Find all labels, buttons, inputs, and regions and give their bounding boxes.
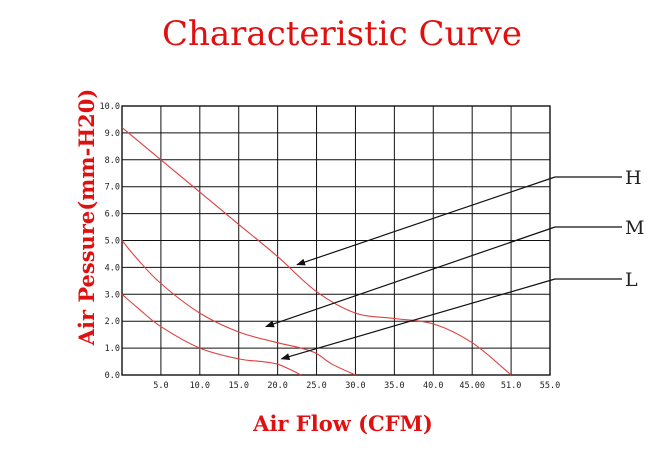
y-tick-label: 10.0: [100, 102, 120, 112]
y-tick-label: 4.0: [105, 263, 120, 273]
x-tick-label: 35.0: [384, 381, 404, 391]
y-tick-label: 3.0: [105, 290, 120, 300]
grid: [122, 105, 551, 376]
y-tick-label: 5.0: [105, 237, 120, 247]
y-tick-label: 0.0: [105, 371, 120, 381]
y-axis-title: Air Pessure(mm-H20): [74, 89, 99, 347]
x-tick-label: 25.0: [306, 381, 326, 391]
x-tick-label: 10.0: [190, 381, 210, 391]
y-axis-ticks: 0.0 1.0 2.0 3.0 4.0 5.0 6.0 7.0 8.0 9.0 10.0: [100, 102, 120, 381]
y-tick-label: 1.0: [105, 344, 120, 354]
x-tick-label: 30.0: [345, 381, 365, 391]
legend-label-h: H: [625, 167, 642, 189]
curve-h: [121, 127, 512, 376]
pointer-h-arrow: [296, 176, 556, 266]
pointer-l-arrow: [280, 278, 556, 360]
y-tick-label: 2.0: [105, 317, 120, 327]
y-tick-label: 8.0: [105, 156, 120, 166]
curve-l: [121, 293, 302, 376]
x-tick-label: 15.0: [228, 381, 248, 391]
x-tick-label: 20.0: [267, 381, 287, 391]
x-tick-label: 45.00: [459, 381, 485, 391]
x-tick-label: 55.0: [540, 381, 560, 391]
chart-title: Characteristic Curve: [162, 14, 522, 54]
curves: [121, 127, 512, 376]
x-tick-label: 51.0: [501, 381, 521, 391]
x-tick-label: 40.0: [423, 381, 443, 391]
y-tick-label: 7.0: [105, 183, 120, 193]
legend-label-m: M: [625, 217, 644, 239]
curve-m: [121, 240, 356, 376]
legend-label-l: L: [625, 269, 638, 291]
legend-pointers: [265, 176, 622, 360]
y-tick-label: 6.0: [105, 210, 120, 220]
pointer-m-arrow: [265, 226, 556, 328]
x-tick-label: 5.0: [153, 381, 168, 391]
x-axis-title: Air Flow (CFM): [252, 411, 433, 436]
x-axis-ticks: 5.0 10.0 15.0 20.0 25.0 30.0 35.0 40.0 45.00 51.0…: [153, 381, 560, 391]
legend: H M L: [625, 167, 644, 291]
y-tick-label: 9.0: [105, 129, 120, 139]
